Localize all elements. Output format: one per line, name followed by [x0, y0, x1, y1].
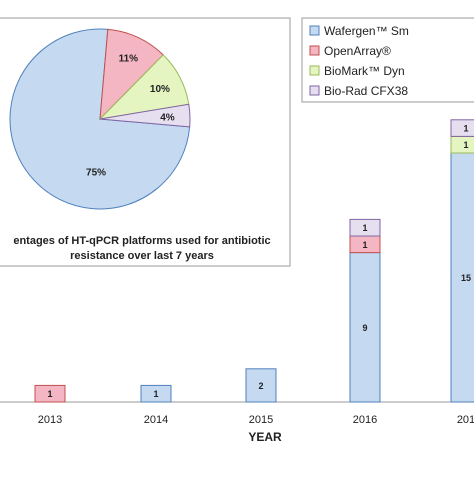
x-tick-label-2013: 2013 [38, 414, 62, 426]
bar-value-label: 15 [461, 273, 471, 283]
legend-label-biorad: Bio-Rad CFX38 [324, 84, 408, 98]
pie-label-biorad: 4% [160, 112, 175, 123]
legend-label-wafergen: Wafergen™ Sm [324, 24, 409, 38]
bar-wafergen-2014 [140, 384, 172, 403]
inset-caption-line2: resistance over last 7 years [70, 250, 214, 262]
bars-layer [34, 119, 474, 403]
bar-wafergen-2016 [349, 252, 381, 403]
pie-chart: 75% 11% 10% 4% [9, 28, 191, 210]
legend-swatch-openarray [309, 45, 320, 56]
bar-value-label: 1 [362, 223, 367, 233]
x-tick-label-2016: 2016 [353, 414, 377, 426]
bar-biorad-201 [450, 119, 474, 137]
inset-caption-line1: entages of HT-qPCR platforms used for an… [13, 235, 271, 247]
x-axis-title: YEAR [248, 430, 282, 444]
bar-value-label: 1 [153, 389, 158, 399]
pie-label-openarray: 11% [119, 54, 139, 65]
x-tick-label-2015: 2015 [249, 414, 273, 426]
pie-label-biomark: 10% [150, 84, 170, 95]
legend-swatch-biorad [309, 85, 320, 96]
bar-value-label: 1 [463, 124, 468, 134]
legend-swatch-wafergen [309, 25, 320, 36]
legend: Wafergen™ Sm OpenArray® BioMark™ Dyn Bio-Ra… [309, 24, 409, 98]
pie-label-wafergen: 75% [86, 167, 106, 178]
legend-swatch-biomark [309, 65, 320, 76]
legend-frame [301, 17, 474, 103]
bar-value-label: 9 [362, 323, 367, 333]
x-tick-label-201: 201 [457, 414, 474, 426]
legend-label-openarray: OpenArray® [324, 44, 391, 58]
bar-wafergen-2015 [245, 368, 277, 403]
bar-openarray-2013 [34, 384, 66, 403]
bar-value-label: 1 [463, 140, 468, 150]
x-tick-label-2014: 2014 [144, 414, 168, 426]
pie-slice-biorad [99, 103, 191, 128]
bar-value-label: 1 [47, 389, 52, 399]
x-tick-labels: 2013 2014 2015 2016 201 [38, 414, 474, 426]
bar-value-label: 2 [258, 381, 263, 391]
bar-labels-layer: 1 1 2 9 1 1 15 1 1 [47, 124, 471, 400]
bar-value-label: 1 [362, 240, 367, 250]
bar-biorad-2016 [349, 218, 381, 237]
legend-label-biomark: BioMark™ Dyn [324, 64, 405, 78]
